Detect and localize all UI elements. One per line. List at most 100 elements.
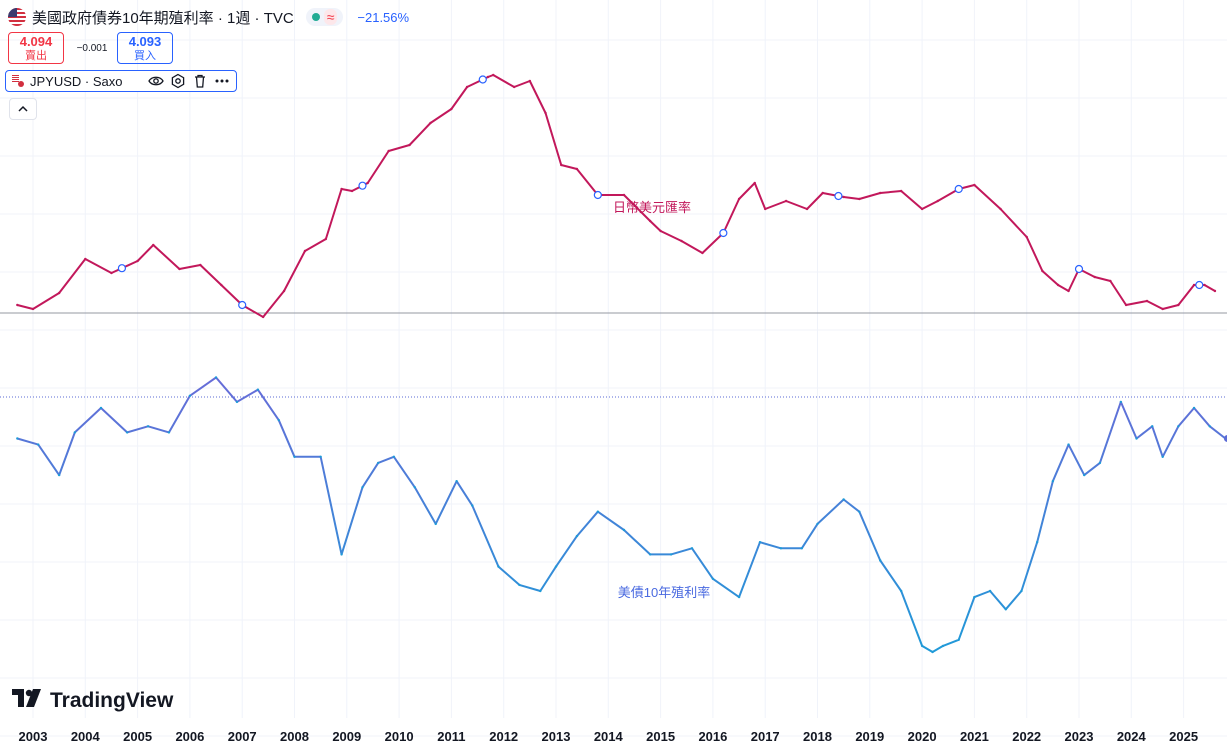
jpy-data-point — [560, 163, 563, 167]
jpy-data-point — [16, 303, 19, 307]
yield-data-point — [1051, 480, 1055, 483]
yield-data-point — [497, 565, 500, 568]
jpy-data-point — [31, 307, 35, 311]
event-marker[interactable] — [954, 184, 963, 194]
jpy-data-point — [842, 195, 845, 199]
event-marker[interactable] — [117, 264, 127, 273]
jp-us-flag-icon — [12, 75, 24, 87]
yield-data-point — [1020, 589, 1023, 593]
yield-data-point — [235, 400, 239, 404]
x-tick-label: 2009 — [332, 729, 361, 744]
yield-data-point — [931, 650, 934, 654]
yield-data-point — [57, 473, 61, 477]
yield-data-point — [575, 534, 579, 538]
yield-data-point — [1161, 455, 1164, 458]
x-tick-label: 2011 — [437, 729, 465, 744]
jpy-data-point — [1177, 303, 1180, 307]
buy-button[interactable]: 4.093 買入 — [117, 32, 173, 64]
yield-data-point — [779, 547, 783, 550]
yield-data-point — [277, 419, 281, 422]
x-tick-label: 2007 — [228, 729, 257, 744]
collapse-legend-button[interactable] — [9, 98, 37, 120]
yield-series-annotation: 美債10年殖利率 — [618, 585, 710, 600]
yield-data-point — [1208, 425, 1211, 428]
yield-data-point — [737, 595, 741, 599]
trash-icon[interactable] — [192, 73, 208, 89]
yield-data-point — [711, 577, 715, 580]
jpy-data-point — [622, 193, 626, 197]
event-marker[interactable] — [1074, 264, 1084, 274]
yield-data-point — [596, 510, 600, 513]
us-flag-icon — [8, 8, 26, 26]
sell-button[interactable]: 4.094 賣出 — [8, 32, 64, 64]
event-marker[interactable] — [593, 190, 602, 200]
yield-data-point — [1192, 406, 1196, 410]
yield-data-point — [376, 461, 380, 465]
x-tick-label: 2020 — [908, 729, 937, 744]
event-marker[interactable] — [834, 191, 843, 201]
x-tick-label: 2025 — [1169, 729, 1198, 744]
jpy-data-point — [282, 289, 286, 293]
jpy-data-point — [737, 197, 741, 201]
yield-data-point — [1177, 425, 1180, 428]
yield-data-point — [518, 583, 521, 587]
event-marker[interactable] — [238, 300, 247, 310]
more-icon[interactable] — [214, 73, 230, 89]
yield-data-point — [758, 541, 762, 544]
event-marker[interactable] — [358, 181, 367, 190]
symbol-title[interactable]: 美國政府債券10年期殖利率 · 1週 · TVC — [32, 9, 294, 27]
yield-data-point — [622, 528, 626, 532]
yield-data-point — [16, 437, 19, 440]
jpy-data-point — [152, 243, 155, 247]
x-tick-label: 2022 — [1012, 729, 1041, 744]
jpy-data-point — [1124, 303, 1128, 307]
jpy-data-point — [486, 75, 490, 79]
jpy-data-point — [136, 259, 139, 263]
market-status[interactable]: ≈ — [305, 8, 344, 26]
series-yield — [16, 376, 1227, 654]
jpy-series-line — [17, 74, 1216, 318]
jpy-data-point — [303, 249, 307, 253]
jpy-data-point — [1067, 289, 1070, 293]
x-tick-label: 2016 — [698, 729, 727, 744]
jpy-data-point — [261, 315, 265, 319]
x-tick-label: 2013 — [542, 729, 571, 744]
event-marker[interactable] — [478, 75, 487, 84]
jpy-data-point — [701, 251, 704, 255]
event-marker[interactable] — [719, 228, 728, 238]
tradingview-logo[interactable]: TradingView — [12, 689, 173, 713]
jpy-data-point — [199, 263, 202, 267]
yield-series-line — [17, 376, 1227, 653]
overlay-legend[interactable]: JPYUSD · Saxo — [5, 70, 237, 92]
settings-icon[interactable] — [170, 73, 186, 89]
x-tick-label: 2010 — [385, 729, 414, 744]
jpy-data-point — [784, 199, 788, 203]
jpy-data-point — [1025, 235, 1028, 239]
chevron-up-icon — [17, 100, 29, 118]
jpy-data-point — [324, 237, 328, 241]
eye-icon[interactable] — [148, 73, 164, 89]
yield-data-point — [858, 510, 861, 513]
jpy-data-point — [1145, 299, 1149, 303]
jpy-data-point — [57, 291, 61, 295]
jpy-data-point — [366, 181, 369, 185]
yield-data-point — [361, 486, 364, 489]
x-tick-label: 2005 — [123, 729, 152, 744]
spread-value: −0.001 — [76, 43, 108, 54]
jpy-data-point — [1213, 289, 1217, 293]
yield-data-point — [392, 455, 396, 458]
x-tick-label: 2008 — [280, 729, 309, 744]
jpy-data-point — [920, 207, 924, 211]
event-marker[interactable] — [1195, 280, 1204, 290]
yield-data-point — [1035, 541, 1039, 544]
jpy-data-point — [429, 121, 432, 125]
jpy-data-point — [805, 207, 809, 211]
yield-data-point — [434, 522, 437, 526]
yield-data-point — [146, 425, 150, 428]
symbol-header[interactable]: 美國政府債券10年期殖利率 · 1週 · TVC ≈ −21.56% — [8, 6, 409, 28]
yield-data-point — [73, 431, 77, 434]
x-tick-label: 2024 — [1117, 729, 1147, 744]
yield-data-point — [539, 589, 542, 593]
yield-data-point — [256, 388, 260, 391]
